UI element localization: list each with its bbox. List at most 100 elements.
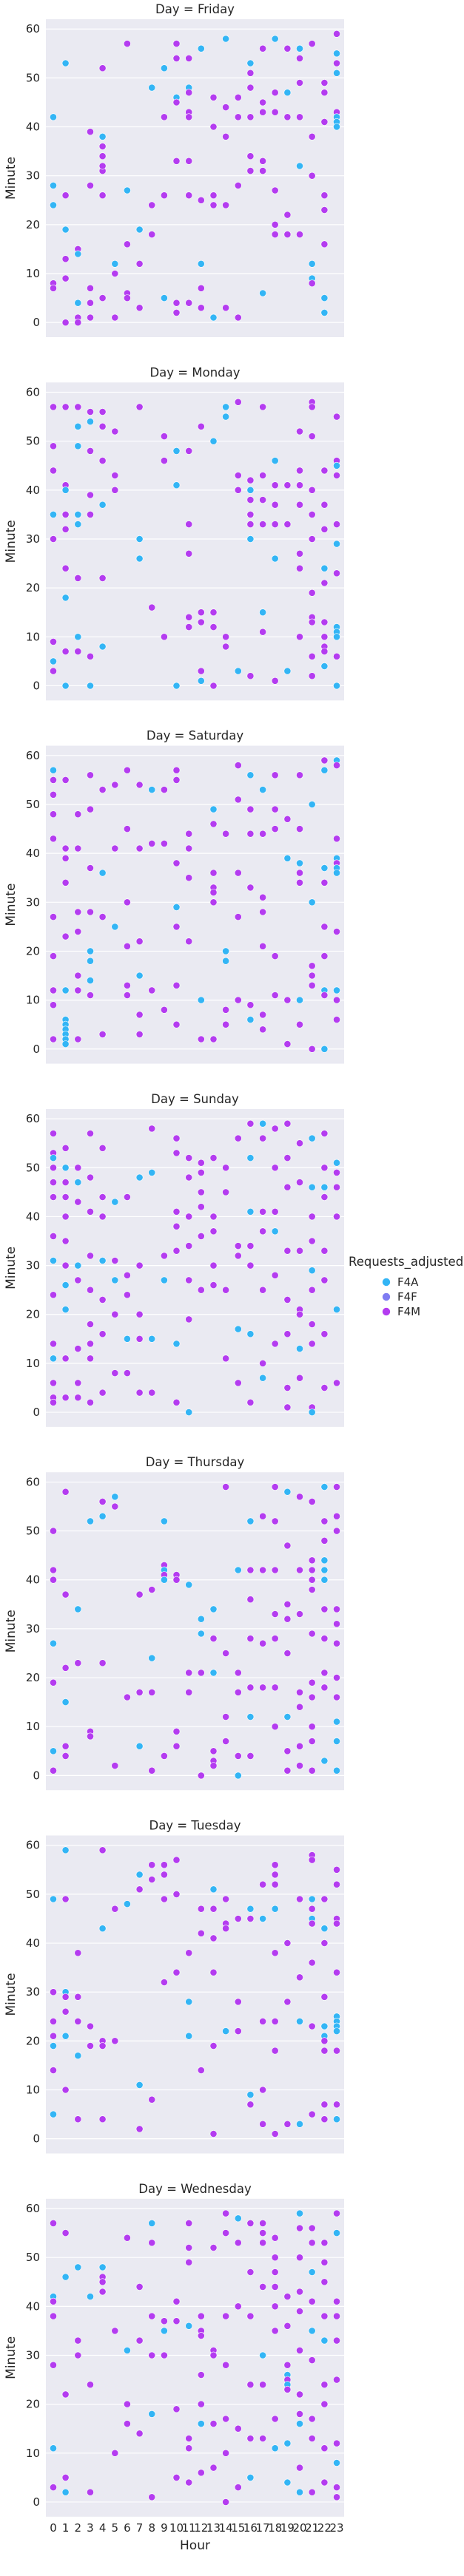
y-tick-label: 50	[26, 2251, 40, 2264]
data-point-f4a	[98, 2263, 107, 2271]
data-point-f4m	[160, 113, 168, 121]
data-point-f4m	[308, 1738, 316, 1745]
data-point-f4m	[61, 1237, 70, 1245]
data-point-f4m	[87, 128, 94, 136]
data-point-f4a	[209, 1669, 218, 1677]
data-point-f4m	[271, 1684, 279, 1692]
data-point-f4a	[333, 69, 340, 77]
data-point-f4m	[333, 1016, 340, 1023]
data-point-f4a	[259, 609, 266, 617]
data-point-f4m	[61, 191, 70, 200]
data-point-f4m	[185, 1949, 193, 1957]
data-point-f4m	[87, 1252, 94, 1260]
x-tick-label: 7	[136, 2521, 144, 2535]
data-point-f4a	[222, 35, 229, 43]
data-point-f4m	[246, 1398, 255, 1406]
data-point-f4a	[283, 667, 292, 675]
scatter-points	[50, 1483, 340, 1780]
data-point-f4m	[333, 762, 340, 769]
data-point-f4m	[222, 1895, 229, 1903]
data-point-f4m	[209, 2042, 218, 2050]
y-axis-label: Minute	[4, 1610, 19, 1653]
data-point-f4a	[197, 44, 205, 52]
data-point-f4a	[308, 801, 316, 808]
data-point-f4a	[283, 854, 292, 862]
data-point-f4m	[50, 1164, 57, 1172]
data-point-f4m	[259, 98, 266, 106]
data-point-f4m	[308, 672, 316, 680]
data-point-f4m	[333, 472, 340, 479]
data-point-f4a	[87, 2293, 94, 2300]
data-point-f4m	[246, 152, 255, 160]
data-point-f4m	[222, 2449, 229, 2457]
data-point-f4m	[197, 2312, 205, 2320]
data-point-f4m	[271, 1125, 279, 1133]
data-point-f4a	[50, 2444, 57, 2453]
data-point-f4m	[87, 1286, 94, 1294]
data-point-f4a	[333, 540, 340, 548]
data-point-f4m	[320, 1684, 329, 1692]
data-point-f4m	[87, 805, 94, 813]
y-tick-label: 0	[33, 1406, 40, 1419]
data-point-f4m	[111, 1762, 119, 1769]
data-point-f4m	[234, 1915, 242, 1922]
data-point-f4m	[246, 496, 255, 504]
data-point-f4m	[87, 299, 94, 307]
data-point-f4m	[308, 1340, 316, 1348]
data-point-f4a	[111, 1276, 119, 1284]
data-point-f4m	[246, 1001, 255, 1009]
data-point-f4m	[246, 476, 255, 484]
data-point-f4m	[333, 1512, 340, 1520]
data-point-f4m	[172, 1576, 181, 1584]
data-point-f4m	[74, 1276, 82, 1284]
data-point-f4m	[246, 1566, 255, 1574]
data-point-f4m	[98, 162, 107, 170]
data-point-f4a	[259, 1915, 266, 1922]
data-point-f4m	[333, 996, 340, 1004]
data-point-f4m	[209, 123, 218, 131]
data-point-f4m	[283, 2293, 292, 2300]
data-point-f4m	[209, 2420, 218, 2427]
data-point-f4m	[50, 1130, 57, 1137]
data-point-f4a	[209, 313, 218, 322]
data-point-f4m	[172, 2297, 181, 2305]
data-point-f4m	[148, 1389, 156, 1397]
data-point-f4m	[259, 1207, 266, 1216]
y-tick-label: 30	[26, 532, 40, 546]
data-point-f4m	[74, 1394, 82, 1402]
data-point-f4m	[185, 830, 193, 838]
data-point-f4m	[320, 2115, 329, 2123]
data-point-f4m	[98, 2115, 107, 2123]
data-point-f4m	[172, 2405, 181, 2413]
data-point-f4a	[50, 181, 57, 189]
data-point-f4m	[296, 1020, 303, 1028]
data-point-f4m	[50, 1678, 57, 1687]
data-point-f4m	[197, 1035, 205, 1043]
data-point-f4a	[160, 1576, 168, 1584]
data-point-f4m	[296, 1566, 303, 1574]
data-point-f4m	[74, 2115, 82, 2123]
data-point-f4a	[50, 1355, 57, 1363]
data-point-f4m	[172, 981, 181, 989]
data-point-f4m	[61, 2229, 70, 2237]
data-point-f4a	[160, 1276, 168, 1284]
data-point-f4m	[320, 1635, 329, 1642]
data-point-f4m	[135, 260, 144, 268]
data-point-f4m	[271, 1271, 279, 1279]
data-point-f4m	[259, 2282, 266, 2291]
data-point-f4m	[185, 623, 193, 631]
data-point-f4m	[320, 2258, 329, 2266]
x-tick-label: 3	[87, 2521, 94, 2535]
data-point-f4m	[308, 972, 316, 980]
data-point-f4m	[50, 2297, 57, 2305]
data-point-f4m	[271, 1871, 279, 1879]
data-point-f4m	[333, 1693, 340, 1701]
data-point-f4m	[271, 1164, 279, 1172]
data-point-f4m	[259, 2120, 266, 2128]
data-point-f4m	[246, 84, 255, 92]
data-point-f4m	[222, 201, 229, 209]
data-point-f4m	[271, 501, 279, 509]
data-point-f4m	[296, 549, 303, 557]
data-point-f4a	[271, 35, 279, 43]
